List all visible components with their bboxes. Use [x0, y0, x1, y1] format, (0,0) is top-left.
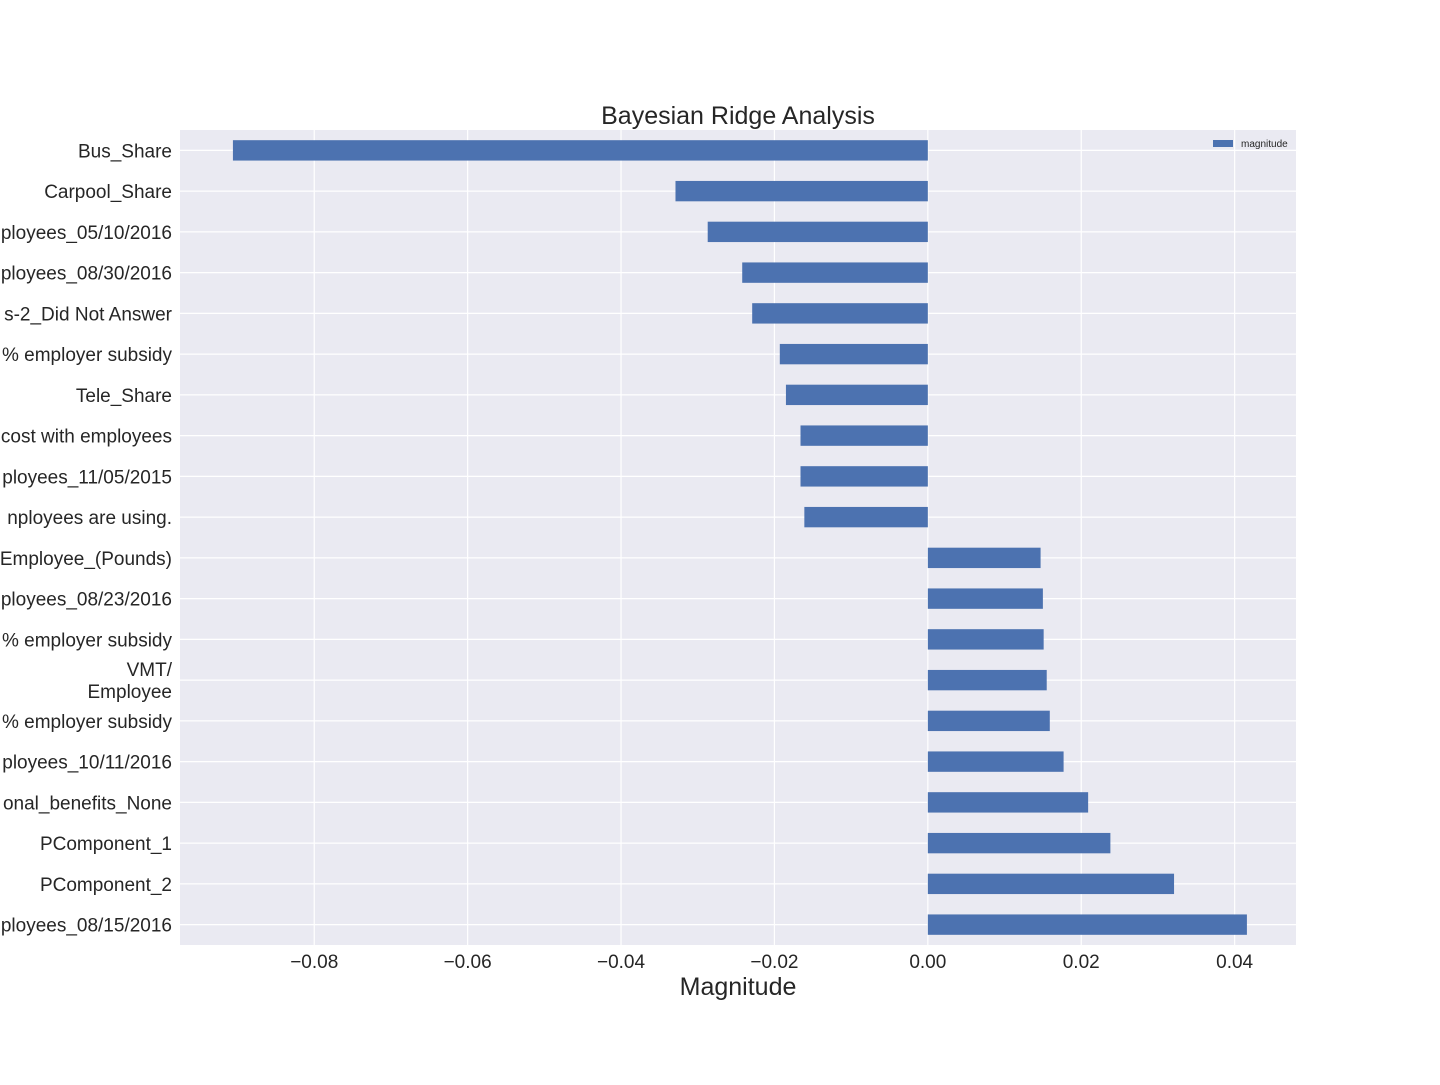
- legend-swatch: [1213, 140, 1233, 147]
- bar: [927, 792, 1089, 813]
- y-tick-label: Employee_(Pounds): [0, 549, 172, 570]
- y-tick-label: ployees_05/10/2016: [1, 223, 172, 244]
- y-tick-label: Bus_Share: [78, 141, 172, 162]
- x-tick-label: −0.02: [750, 952, 798, 973]
- bar: [707, 221, 928, 243]
- bar: [927, 629, 1044, 650]
- y-tick-label: % employer subsidy: [2, 345, 173, 366]
- x-axis-label: Magnitude: [680, 973, 797, 1001]
- y-tick-label: ployees_08/15/2016: [1, 916, 172, 937]
- x-tick-label: 0.02: [1063, 952, 1100, 973]
- bar: [927, 832, 1111, 854]
- x-tick-label: 0.00: [909, 952, 946, 973]
- y-tick-label: cost with employees: [1, 427, 172, 448]
- y-tick-label: Tele_Share: [76, 386, 172, 407]
- bar: [927, 751, 1064, 772]
- bar: [927, 710, 1050, 732]
- y-tick-label: VMT/Employee: [88, 660, 173, 703]
- y-tick-label: ployees_08/30/2016: [1, 264, 172, 285]
- bar: [927, 588, 1043, 609]
- bar: [752, 303, 928, 324]
- bar: [927, 547, 1041, 569]
- bar: [927, 873, 1175, 895]
- bar: [785, 384, 928, 406]
- y-tick-label: PComponent_2: [40, 875, 172, 896]
- plot-area: [180, 130, 1296, 945]
- y-tick-label: PComponent_1: [40, 834, 172, 855]
- bar: [800, 425, 928, 446]
- chart-title: Bayesian Ridge Analysis: [601, 102, 875, 130]
- x-tick-label: −0.06: [444, 952, 492, 973]
- x-tick-label: −0.08: [290, 952, 338, 973]
- y-tick-label: onal_benefits_None: [3, 793, 172, 814]
- legend-label: magnitude: [1241, 139, 1288, 150]
- y-tick-label: Carpool_Share: [44, 182, 172, 203]
- bar: [804, 506, 928, 528]
- bar: [800, 466, 928, 487]
- bar: [927, 914, 1247, 935]
- x-tick-label: −0.04: [597, 952, 646, 973]
- y-tick-label: nployees are using.: [7, 508, 172, 529]
- x-tick-label: 0.04: [1216, 952, 1253, 973]
- bar: [232, 140, 928, 161]
- bar: [779, 343, 928, 365]
- y-tick-label: ployees_10/11/2016: [2, 753, 172, 774]
- y-tick-label: ployees_08/23/2016: [1, 590, 172, 611]
- y-tick-label: ployees_11/05/2015: [2, 467, 172, 488]
- bar: [742, 262, 928, 283]
- bar: [927, 669, 1047, 691]
- y-tick-label: % employer subsidy: [2, 712, 173, 733]
- y-tick-label: s-2_Did Not Answer: [4, 304, 173, 325]
- y-tick-label: % employer subsidy: [2, 630, 173, 651]
- bar: [675, 180, 928, 202]
